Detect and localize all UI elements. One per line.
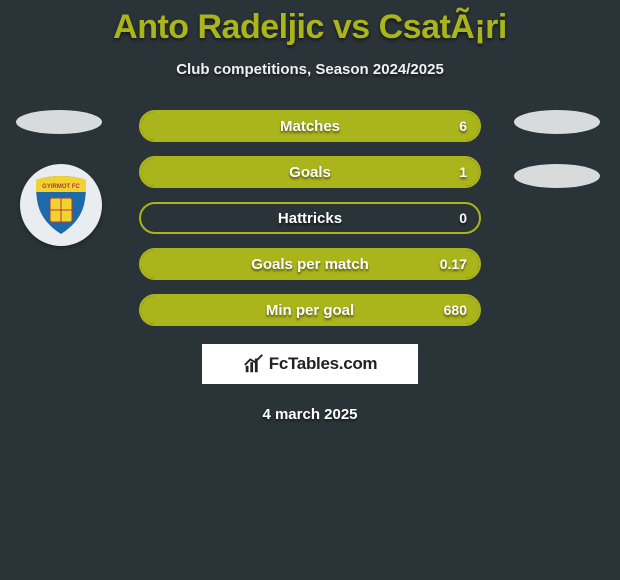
stat-row: Hattricks 0 bbox=[139, 202, 481, 234]
stat-fill bbox=[141, 112, 479, 140]
stat-row: Matches 6 bbox=[139, 110, 481, 142]
page-title: Anto Radeljic vs CsatÃ¡ri bbox=[0, 0, 620, 47]
player-avatar-right-1 bbox=[514, 110, 600, 134]
brand-label: FcTables.com bbox=[269, 354, 378, 374]
stat-fill bbox=[141, 250, 479, 278]
subtitle: Club competitions, Season 2024/2025 bbox=[0, 61, 620, 78]
stat-row: Goals per match 0.17 bbox=[139, 248, 481, 280]
stat-row: Goals 1 bbox=[139, 156, 481, 188]
stat-value: 0 bbox=[459, 210, 467, 226]
stats-area: GYIRMOT FC Matches 6 Goals 1 Hattricks 0… bbox=[0, 110, 620, 423]
shield-icon: GYIRMOT FC bbox=[26, 170, 96, 240]
stat-fill bbox=[141, 158, 479, 186]
date-label: 4 march 2025 bbox=[0, 406, 620, 423]
stat-label: Hattricks bbox=[141, 210, 479, 227]
svg-text:GYIRMOT FC: GYIRMOT FC bbox=[42, 184, 80, 190]
player-avatar-left bbox=[16, 110, 102, 134]
stat-fill bbox=[141, 296, 479, 324]
stat-row: Min per goal 680 bbox=[139, 294, 481, 326]
player-avatar-right-2 bbox=[514, 164, 600, 188]
chart-icon bbox=[243, 353, 265, 375]
club-badge: GYIRMOT FC bbox=[20, 164, 102, 246]
stats-rows: Matches 6 Goals 1 Hattricks 0 Goals per … bbox=[139, 110, 481, 326]
brand-logo-box[interactable]: FcTables.com bbox=[202, 344, 418, 384]
